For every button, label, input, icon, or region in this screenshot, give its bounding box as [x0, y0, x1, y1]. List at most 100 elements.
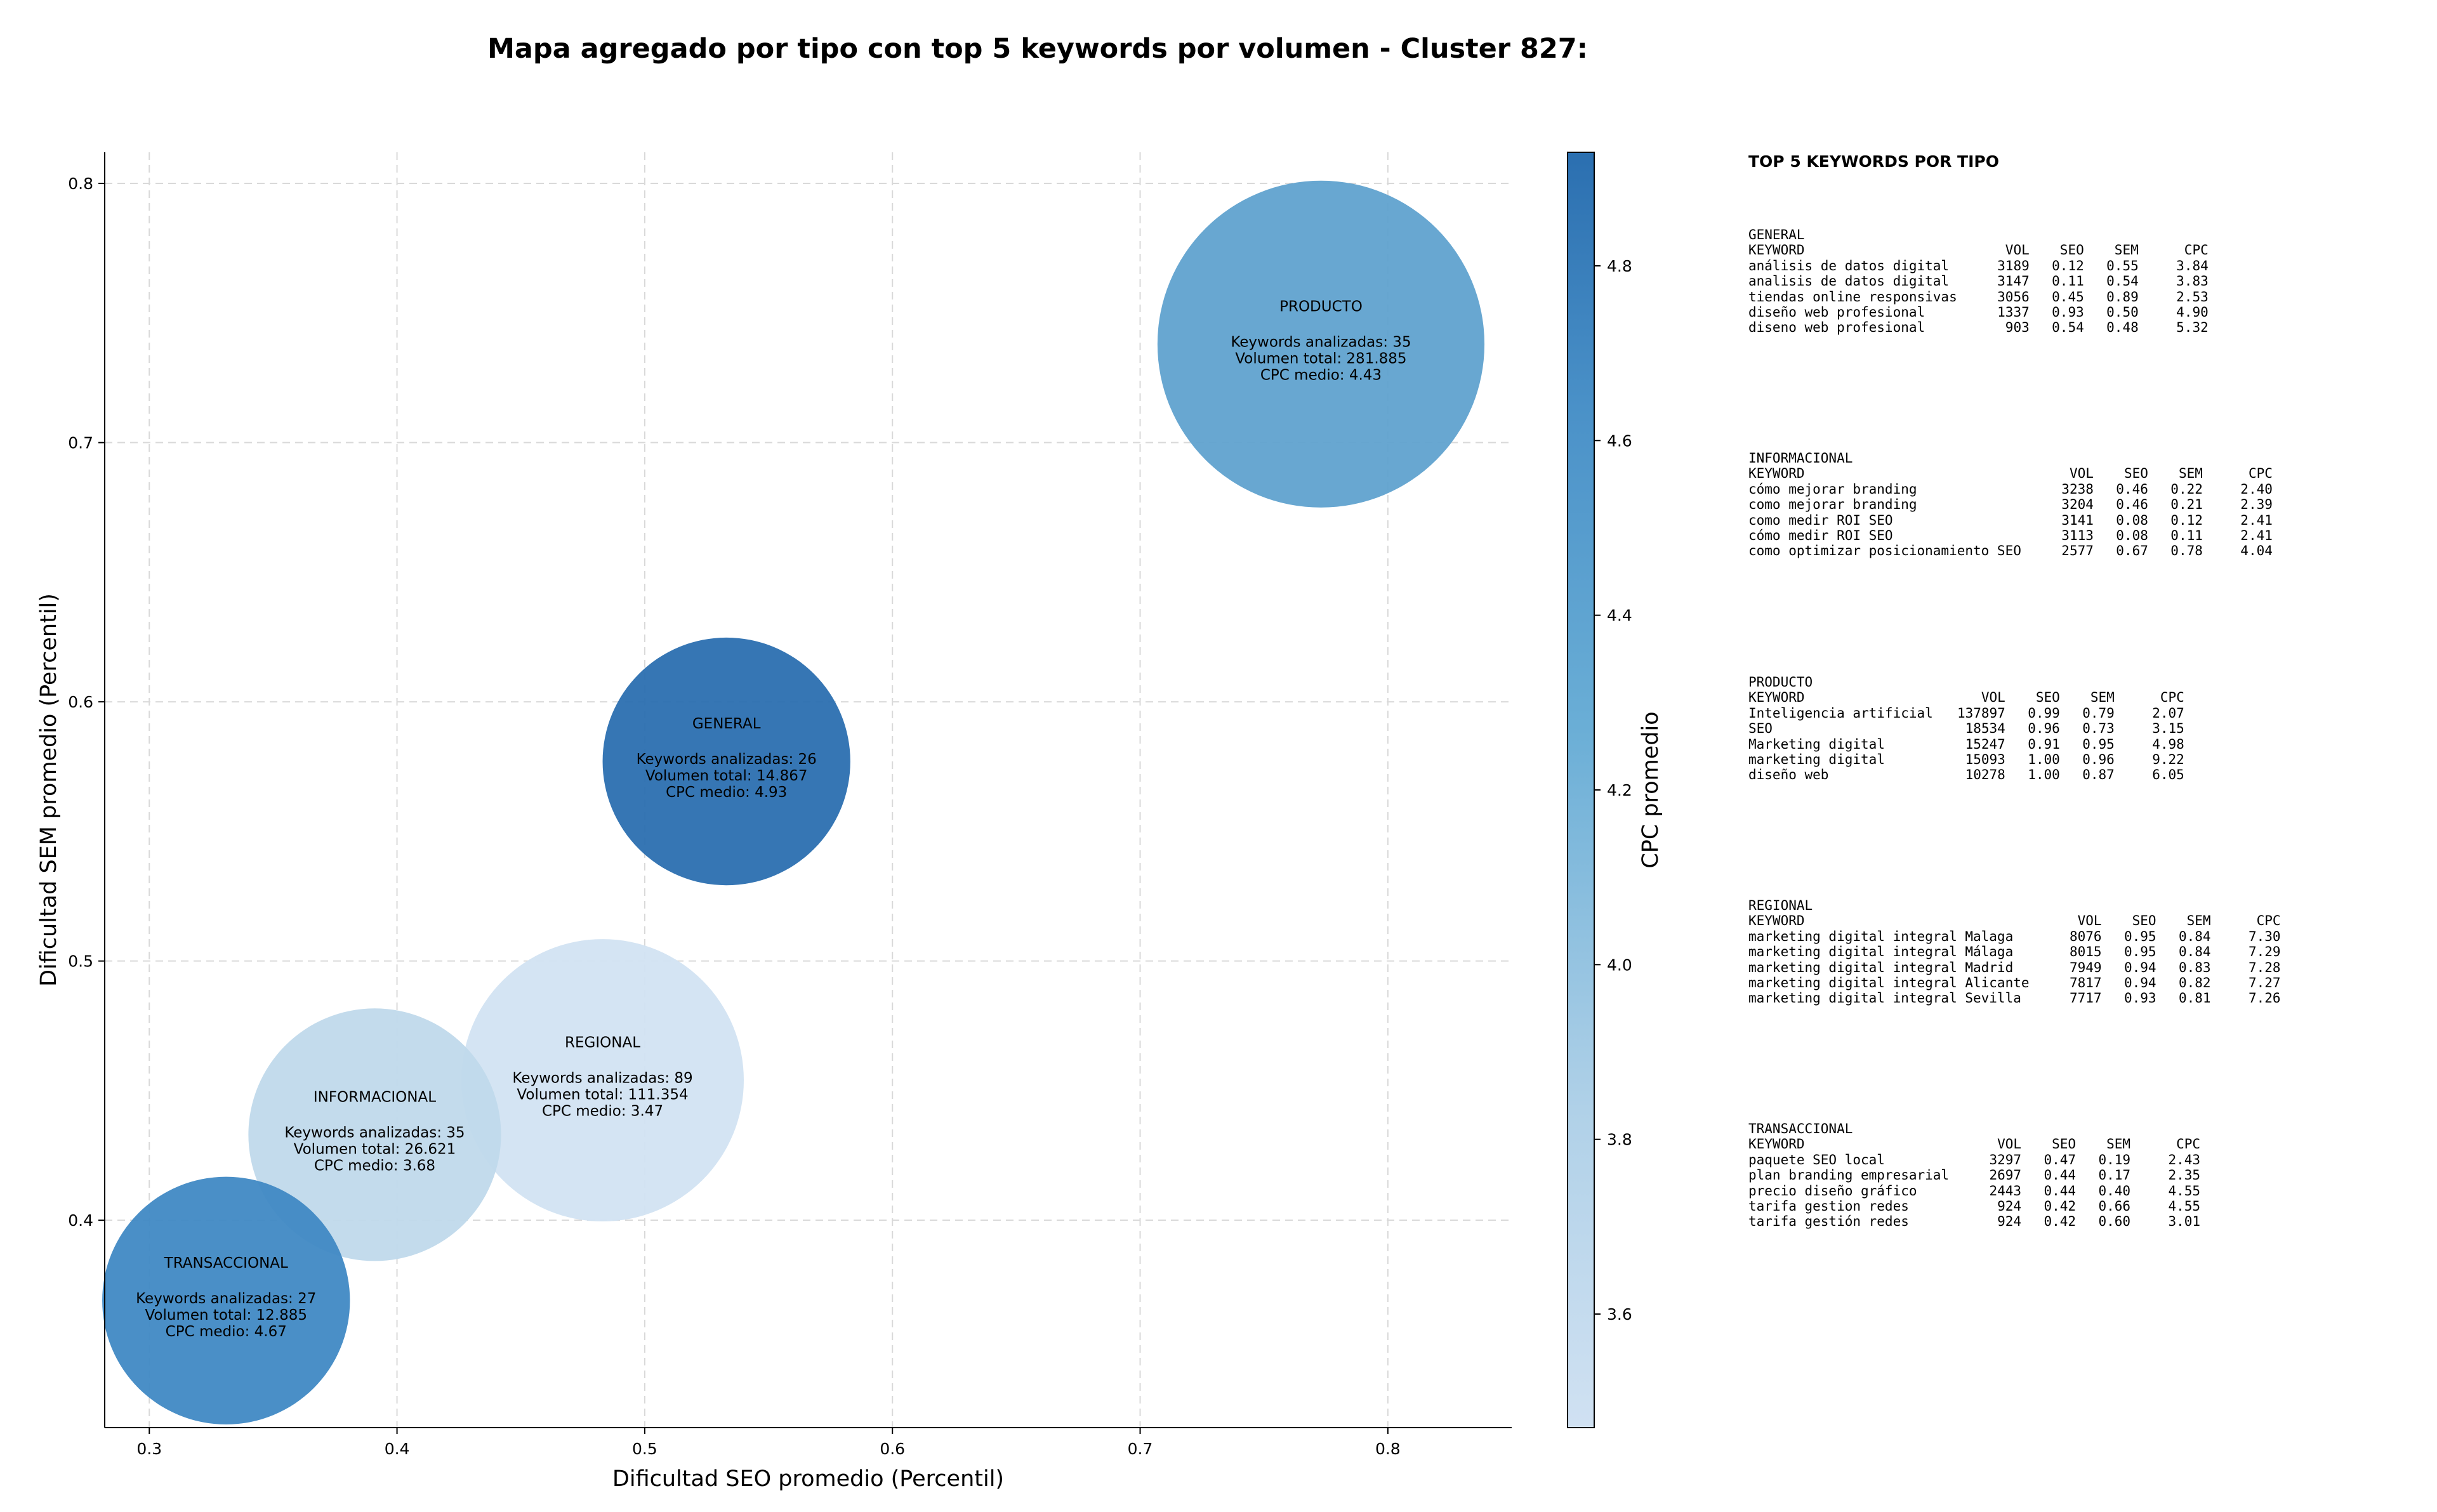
- keyword-table: KEYWORD VOL SEO SEM CPC análisis de datos dig…: [1748, 242, 2209, 335]
- keyword-cell: 0.79: [2082, 705, 2115, 721]
- keyword-cell: 1.00: [2028, 767, 2060, 783]
- keyword-cell: 4.90: [2176, 305, 2209, 320]
- keyword-cell: cómo mejorar branding: [1748, 481, 1917, 497]
- keyword-cell: 0.21: [2170, 497, 2203, 513]
- keyword-cell: tarifa gestion redes: [1748, 1199, 1909, 1214]
- keyword-cell: 0.44: [2044, 1183, 2077, 1199]
- keyword-cell: 2.43: [2168, 1152, 2201, 1167]
- y-tick-label: 0.8: [68, 174, 93, 193]
- keyword-cell: 0.95: [2082, 736, 2115, 752]
- keyword-cell: 0.47: [2044, 1152, 2077, 1167]
- keyword-row: tiendas online responsivas 3056 0.45 0.89 2.…: [1748, 289, 2209, 305]
- bubble-stat-label: Volumen total: 281.885: [1235, 350, 1406, 367]
- keyword-cell: marketing digital integral Málaga: [1748, 944, 2014, 960]
- keyword-cell: SEO: [1748, 721, 1773, 737]
- x-tick-label: 0.8: [1375, 1440, 1401, 1458]
- keyword-row: diseno web profesional 903 0.54 0.48 5.32: [1748, 320, 2209, 335]
- bubble-stat-label: Keywords analizadas: 26: [637, 751, 817, 768]
- column-header: VOL: [2069, 466, 2094, 482]
- keyword-cell: 0.42: [2044, 1199, 2077, 1214]
- colorbar-gradient: [1567, 152, 1595, 1428]
- chart-title: Mapa agregado por tipo con top 5 keyword…: [487, 33, 1588, 65]
- keyword-cell: 3189: [1997, 258, 2030, 273]
- keyword-cell: 1.00: [2028, 752, 2060, 768]
- bubble-type-label: PRODUCTO: [1279, 298, 1363, 315]
- bubble-stat-label: Keywords analizadas: 27: [136, 1291, 316, 1307]
- bubble-type-label: REGIONAL: [565, 1035, 640, 1051]
- keyword-cell: 8076: [2069, 928, 2102, 944]
- keyword-cell: 18534: [1965, 721, 2005, 737]
- keyword-row: marketing digital integral Sevilla 7717 0.…: [1748, 990, 2281, 1006]
- bubble-stat-label: CPC medio: 3.68: [314, 1157, 435, 1174]
- keyword-cell: 0.40: [2098, 1183, 2131, 1199]
- keyword-cell: 0.78: [2170, 543, 2203, 559]
- keyword-cell: 0.11: [2170, 528, 2203, 544]
- column-header: SEM: [2178, 466, 2203, 482]
- keyword-cell: marketing digital integral Alicante: [1748, 975, 2030, 991]
- keyword-cell: diseño web profesional: [1748, 305, 1925, 320]
- top-keywords-panel: TOP 5 KEYWORDS POR TIPO GENERAL KEYWORD VO…: [1748, 152, 2421, 1229]
- keyword-cell: 0.08: [2116, 512, 2148, 528]
- bubble-stat-label: CPC medio: 3.47: [542, 1103, 663, 1120]
- keyword-cell: 0.82: [2178, 975, 2211, 991]
- x-tick-label: 0.4: [385, 1440, 410, 1458]
- keyword-table-header: KEYWORD VOL SEO SEM CPC: [1748, 466, 2273, 481]
- keyword-cell: 0.96: [2028, 721, 2060, 737]
- column-header: CPC: [2176, 1136, 2201, 1152]
- column-header: VOL: [1997, 1136, 2022, 1152]
- keyword-cell: 0.95: [2123, 928, 2156, 944]
- column-header: SEM: [2106, 1136, 2131, 1152]
- keyword-cell: 0.12: [2052, 258, 2084, 273]
- column-header: VOL: [2005, 242, 2030, 258]
- keyword-cell: paquete SEO local: [1748, 1152, 1885, 1167]
- keyword-cell: precio diseño gráfico: [1748, 1183, 1917, 1199]
- keyword-cell: 7.28: [2248, 959, 2281, 975]
- y-tick-label: 0.4: [68, 1211, 93, 1230]
- keyword-cell: 0.83: [2178, 959, 2211, 975]
- keyword-cell: 0.22: [2170, 481, 2203, 497]
- keyword-cell: 0.54: [2052, 320, 2084, 336]
- keyword-cell: marketing digital integral Malaga: [1748, 928, 2014, 944]
- bubble-stat-label: Volumen total: 26.621: [294, 1141, 456, 1157]
- bubble-label-transaccional: TRANSACCIONAL Keywords analizadas: 27Volu…: [136, 1255, 316, 1340]
- keyword-cell: 0.48: [2106, 320, 2139, 336]
- keyword-row: marketing digital integral Malaga 8076 0.9…: [1748, 929, 2281, 944]
- keyword-cell: 0.73: [2082, 721, 2115, 737]
- keyword-cell: diseno web profesional: [1748, 320, 1925, 336]
- keyword-cell: 924: [1997, 1199, 2022, 1214]
- bubble-stat-label: Volumen total: 12.885: [145, 1307, 307, 1324]
- keyword-cell: 0.66: [2098, 1199, 2131, 1214]
- keyword-group-name: REGIONAL: [1748, 898, 1813, 913]
- column-header: SEM: [2114, 242, 2139, 258]
- keyword-row: analisis de datos digital 3147 0.11 0.54 3.8…: [1748, 273, 2209, 289]
- keyword-cell: 3113: [2061, 528, 2094, 544]
- colorbar-tick-label: 4.8: [1607, 257, 1632, 275]
- keyword-cell: 3238: [2061, 481, 2094, 497]
- keyword-cell: 7817: [2069, 975, 2102, 991]
- keyword-cell: 3147: [1997, 273, 2030, 289]
- keyword-cell: 4.55: [2168, 1199, 2201, 1214]
- bubble-regional: [461, 939, 744, 1222]
- bubble-producto: [1157, 180, 1485, 508]
- keyword-cell: 0.17: [2098, 1167, 2131, 1183]
- column-header: KEYWORD: [1748, 1136, 1805, 1152]
- keyword-cell: 5.32: [2176, 320, 2209, 336]
- keyword-row: paquete SEO local 3297 0.47 0.19 2.43: [1748, 1152, 2200, 1167]
- column-header: CPC: [2248, 466, 2273, 482]
- bubble-type-label: INFORMACIONAL: [314, 1089, 436, 1105]
- keyword-cell: 3.83: [2176, 273, 2209, 289]
- keyword-row: precio diseño gráfico 2443 0.44 0.40 4.55: [1748, 1183, 2200, 1199]
- keyword-cell: 2.07: [2152, 705, 2184, 721]
- keyword-cell: 924: [1997, 1214, 2022, 1230]
- keyword-cell: 0.84: [2178, 928, 2211, 944]
- column-header: SEO: [2132, 913, 2156, 929]
- keyword-cell: 3204: [2061, 497, 2094, 513]
- column-header: KEYWORD: [1748, 466, 1805, 482]
- keyword-table-header: KEYWORD VOL SEO SEM CPC: [1748, 1136, 2200, 1152]
- bubble-type-label: TRANSACCIONAL: [164, 1255, 288, 1272]
- keyword-cell: 0.55: [2106, 258, 2139, 273]
